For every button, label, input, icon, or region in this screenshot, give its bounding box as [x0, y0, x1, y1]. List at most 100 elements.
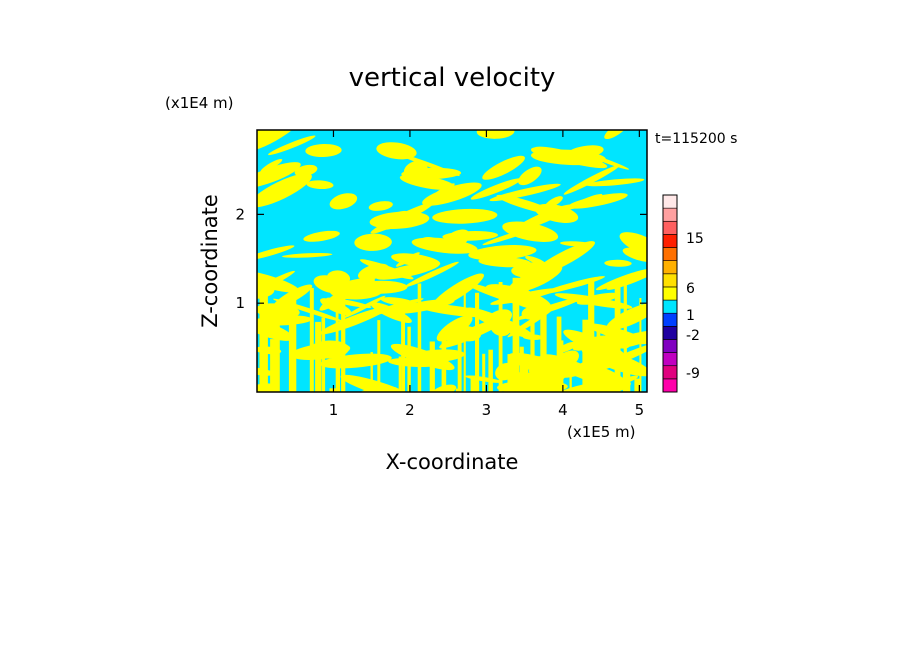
- field-streak: [567, 193, 603, 210]
- colorbar-swatch: [662, 247, 678, 261]
- y-unit-label: (x1E4 m): [165, 94, 234, 112]
- colorbar-swatch: [662, 339, 678, 353]
- field-plume: [407, 326, 411, 392]
- field-plume: [417, 283, 422, 392]
- field-streak: [368, 201, 393, 211]
- field-plume: [569, 370, 572, 392]
- field-plume: [507, 354, 514, 392]
- field-streak: [560, 241, 593, 247]
- field-plume: [625, 361, 631, 392]
- field-plume: [341, 278, 346, 392]
- field-streak: [595, 269, 647, 291]
- field-streak: [359, 386, 381, 392]
- field-streak: [508, 264, 563, 293]
- field-streak: [257, 130, 280, 140]
- colorbar-swatch: [662, 378, 678, 393]
- colorbar-swatch: [662, 273, 678, 288]
- field-plume: [288, 285, 292, 392]
- field-plume: [335, 277, 339, 392]
- plot-frame: [256, 129, 648, 393]
- field-plume: [622, 355, 626, 392]
- field-plume: [337, 349, 340, 392]
- y-axis: 12: [235, 205, 647, 312]
- field-plume: [309, 287, 314, 392]
- field-plume: [523, 354, 529, 392]
- y-tick-label: 2: [235, 205, 245, 223]
- colorbar-swatch: [662, 234, 678, 248]
- field-plume: [370, 352, 373, 392]
- x-tick-label: 3: [482, 401, 492, 419]
- field-plume: [429, 341, 435, 392]
- time-label: t=115200 s: [655, 131, 737, 147]
- field-plume: [455, 388, 459, 392]
- field-plume: [498, 282, 503, 392]
- field-plume: [512, 277, 520, 392]
- field-streak: [282, 253, 333, 258]
- field-streak: [422, 182, 482, 206]
- field-streak: [431, 273, 484, 309]
- x-tick-label: 4: [558, 401, 568, 419]
- field-plume: [441, 336, 447, 392]
- field-plume: [329, 388, 336, 392]
- field-streak: [496, 194, 557, 215]
- colorbar-swatch: [662, 352, 678, 367]
- field-plume: [262, 278, 268, 392]
- field-streak: [604, 259, 632, 267]
- field-streak: [260, 158, 283, 173]
- x-tick-label: 5: [635, 401, 645, 419]
- field-streak: [478, 256, 531, 268]
- field-plume: [639, 298, 642, 392]
- field-streak: [411, 237, 478, 254]
- field-streak: [343, 295, 386, 319]
- field-streak: [380, 297, 416, 306]
- field-streak: [306, 180, 334, 190]
- field-plume: [290, 286, 297, 392]
- y-tick-label: 1: [235, 294, 245, 312]
- field-streak: [585, 178, 645, 187]
- field-streak: [482, 226, 538, 246]
- field-streak: [432, 208, 498, 224]
- field-plume: [540, 314, 547, 392]
- colorbar-swatch: [662, 220, 678, 235]
- field-plume: [623, 281, 627, 392]
- field-plume: [614, 353, 621, 392]
- field-streak: [393, 151, 460, 177]
- colorbar-swatch: [662, 365, 678, 380]
- field-plume: [482, 353, 486, 392]
- colorbar-swatch: [662, 194, 678, 209]
- field-plume: [317, 332, 321, 392]
- colorbar-swatch: [662, 312, 678, 327]
- field-streak: [442, 231, 498, 241]
- field-plume: [488, 349, 493, 392]
- field-streak: [468, 245, 537, 261]
- field-streak: [294, 164, 318, 177]
- y-axis-label: Z-coordinate: [198, 194, 222, 328]
- x-tick-label: 1: [329, 401, 339, 419]
- field-plume: [588, 278, 595, 392]
- x-axis: 1 2 3 4 5: [329, 130, 644, 419]
- field-plume: [402, 318, 405, 392]
- field-streak: [622, 247, 647, 263]
- field-streak: [390, 343, 455, 371]
- field-streak: [354, 233, 392, 251]
- x-tick-label: 2: [405, 401, 415, 419]
- field-streak: [257, 173, 312, 208]
- field-plume: [477, 383, 480, 392]
- field-plume: [614, 280, 621, 392]
- field-plume: [596, 326, 601, 392]
- colorbar-swatch: [662, 326, 678, 340]
- field-streak: [396, 252, 420, 267]
- field-plume: [470, 375, 478, 392]
- x-axis-label: X-coordinate: [386, 450, 519, 474]
- colorbar-label: 15: [686, 231, 704, 247]
- field-streak: [303, 230, 340, 242]
- field-streak: [619, 232, 647, 258]
- colorbar-label: -9: [686, 366, 700, 382]
- velocity-field: [257, 130, 647, 392]
- colorbar-frame: [662, 194, 678, 393]
- field-streak: [530, 147, 568, 159]
- field-plume: [582, 319, 589, 392]
- field-streak: [482, 155, 525, 180]
